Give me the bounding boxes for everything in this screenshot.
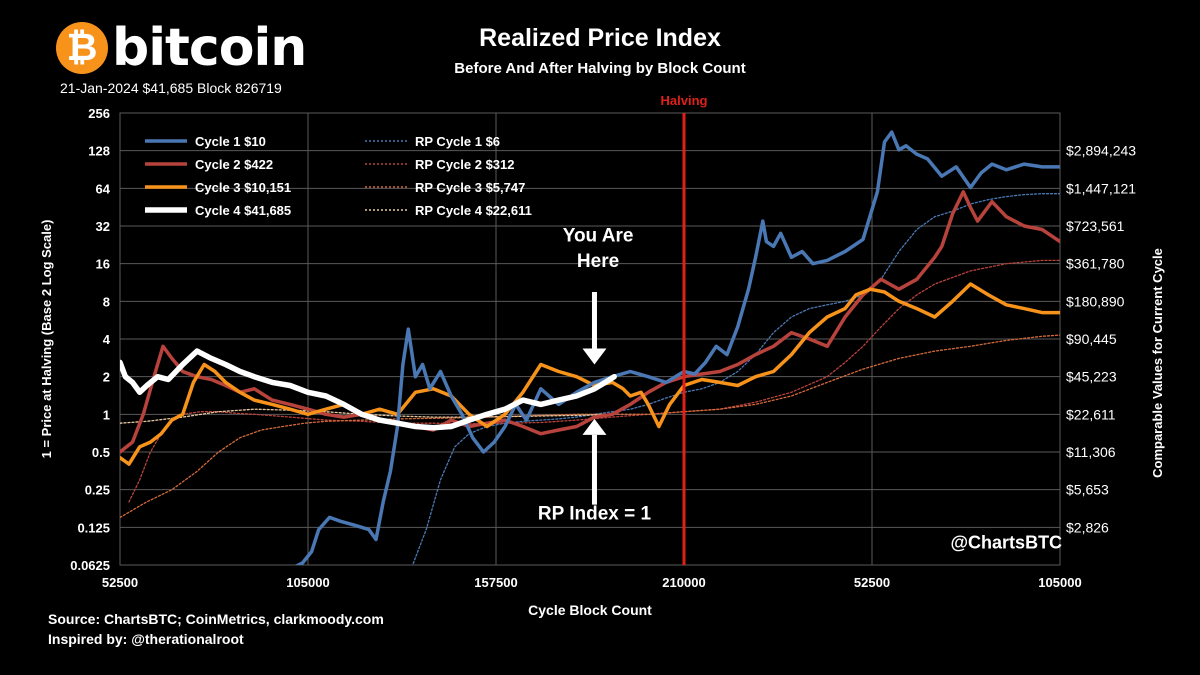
y2-tick-label: $1,447,121 bbox=[1066, 180, 1136, 196]
y2-tick-label: $90,445 bbox=[1066, 331, 1117, 347]
series-line-rp-cycle-1 bbox=[411, 193, 1060, 565]
annotation-arrow-head bbox=[582, 348, 607, 365]
annotation-arrow-head bbox=[582, 418, 607, 435]
gridlines bbox=[119, 112, 1061, 566]
inspired-note: Inspired by: @therationalroot bbox=[48, 631, 244, 647]
halving-label: Halving bbox=[661, 93, 708, 108]
series-line-rp-cycle-2 bbox=[128, 259, 1060, 503]
chart-title: Realized Price Index bbox=[479, 24, 721, 52]
annotation-text: RP Index = 1 bbox=[538, 503, 652, 524]
y-tick-label: 0.25 bbox=[85, 483, 110, 498]
y-tick-label: 0.5 bbox=[92, 445, 110, 460]
y-tick-label: 8 bbox=[103, 294, 110, 309]
y2-axis-label: Comparable Values for Current Cycle bbox=[1150, 248, 1165, 478]
x-tick-label: 210000 bbox=[662, 575, 705, 590]
legend-label: RP Cycle 1 $6 bbox=[415, 134, 500, 149]
annotations: You Are Here RP Index = 1 @ChartsBTC bbox=[538, 226, 1062, 553]
annotation-text: Here bbox=[577, 251, 619, 272]
y-tick-label: 4 bbox=[103, 332, 111, 347]
x-tick-label: 157500 bbox=[474, 575, 517, 590]
legend-label: Cycle 1 $10 bbox=[195, 134, 266, 149]
x-axis-ticks: 52500 105000 157500 210000 52500 105000 bbox=[102, 575, 1082, 590]
x-tick-label: 52500 bbox=[854, 575, 890, 590]
y-axis-label: 1 = Price at Halving (Base 2 Log Scale) bbox=[39, 220, 54, 459]
y-axis-ticks: 0.0625 0.125 0.25 0.5 1 2 4 8 16 32 64 128 256 bbox=[70, 106, 111, 573]
series-line-cycle-1 bbox=[294, 130, 1060, 565]
x-axis-label: Cycle Block Count bbox=[528, 602, 652, 618]
annotation-text: @ChartsBTC bbox=[951, 532, 1063, 552]
x-tick-label: 52500 bbox=[102, 575, 138, 590]
y2-tick-label: $361,780 bbox=[1066, 256, 1125, 272]
legend-label: RP Cycle 4 $22,611 bbox=[415, 203, 532, 218]
legend-label: RP Cycle 2 $312 bbox=[415, 157, 515, 172]
y2-tick-label: $723,561 bbox=[1066, 218, 1125, 234]
snapshot-info: 21-Jan-2024 $41,685 Block 826719 bbox=[60, 80, 282, 96]
series-lines bbox=[120, 130, 1060, 565]
y-tick-label: 1 bbox=[103, 407, 110, 422]
y2-tick-label: $22,611 bbox=[1066, 406, 1116, 422]
y-tick-label: 16 bbox=[96, 257, 110, 272]
legend-label: RP Cycle 3 $5,747 bbox=[415, 180, 525, 195]
y-tick-label: 2 bbox=[103, 370, 110, 385]
y2-tick-label: $5,653 bbox=[1066, 482, 1109, 498]
y2-tick-label: $2,894,243 bbox=[1066, 143, 1136, 159]
y2-tick-label: $2,826 bbox=[1066, 519, 1109, 535]
chart-subtitle: Before And After Halving by Block Count bbox=[454, 60, 746, 77]
y-tick-label: 0.125 bbox=[77, 520, 110, 535]
legend-label: Cycle 3 $10,151 bbox=[195, 180, 291, 195]
y-tick-label: 0.0625 bbox=[70, 558, 110, 573]
y2-axis-ticks: $2,826 $5,653 $11,306 $22,611 $45,223 $90,445… bbox=[1066, 143, 1136, 536]
y2-tick-label: $180,890 bbox=[1066, 293, 1125, 309]
annotation-text: You Are bbox=[563, 226, 634, 247]
source-note: Source: ChartsBTC; CoinMetrics, clarkmoo… bbox=[48, 611, 384, 627]
legend: Cycle 1 $10 Cycle 2 $422 Cycle 3 $10,151 Cy… bbox=[145, 134, 532, 218]
legend-label: Cycle 4 $41,685 bbox=[195, 203, 291, 218]
bitcoin-logo-icon: ₿ bbox=[56, 22, 108, 74]
x-tick-label: 105000 bbox=[286, 575, 329, 590]
y2-tick-label: $45,223 bbox=[1066, 369, 1117, 385]
bitcoin-logo-text: bitcoin bbox=[112, 18, 307, 78]
y2-tick-label: $11,306 bbox=[1066, 444, 1116, 460]
plot-frame bbox=[119, 112, 1061, 566]
y-tick-label: 128 bbox=[88, 144, 110, 159]
series-line-cycle-4 bbox=[120, 348, 617, 431]
legend-label: Cycle 2 $422 bbox=[195, 157, 273, 172]
y-tick-label: 256 bbox=[88, 106, 110, 121]
halving-marker: Halving bbox=[661, 93, 708, 565]
y-tick-label: 64 bbox=[96, 181, 111, 196]
y-tick-label: 32 bbox=[96, 219, 110, 234]
x-tick-label: 105000 bbox=[1038, 575, 1081, 590]
series-line-cycle-3 bbox=[120, 282, 1060, 466]
